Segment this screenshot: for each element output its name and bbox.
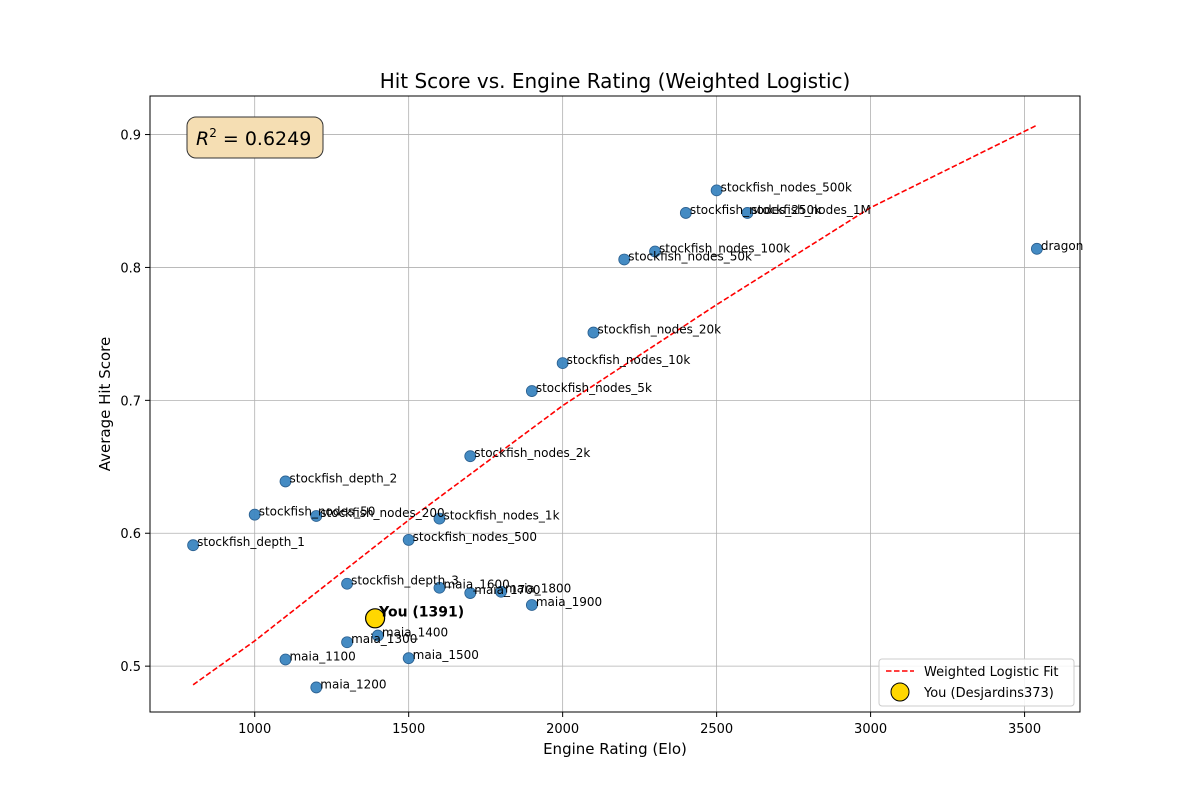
engine-point-label: stockfish_nodes_2k [474, 446, 590, 460]
engine-point-label: maia_1500 [413, 648, 479, 662]
you-point-label: You (1391) [378, 604, 464, 620]
r2-annotation-box [186, 116, 324, 159]
engine-point-label: stockfish_nodes_10k [567, 353, 691, 367]
engine-point [279, 653, 292, 666]
y-tick-label: 0.6 [120, 527, 141, 542]
y-tick-label: 0.9 [120, 129, 141, 144]
engine-point [187, 539, 200, 552]
engine-point-label: stockfish_depth_1 [197, 535, 305, 549]
y-tick-label: 0.8 [120, 261, 141, 276]
engine-point-label: dragon [1041, 239, 1083, 253]
legend-you-swatch [890, 682, 910, 702]
engine-point-label: maia_1400 [382, 626, 448, 640]
x-tick-label: 2000 [546, 722, 579, 737]
engine-point [464, 587, 477, 599]
engine-point-label: maia_1700 [474, 583, 540, 597]
chart-title: Hit Score vs. Engine Rating (Weighted Lo… [380, 69, 851, 93]
y-axis-label: Average Hit Score [96, 337, 114, 471]
engine-point-label: stockfish_nodes_500k [721, 180, 852, 194]
x-tick-label: 1500 [392, 722, 425, 737]
x-tick-label: 3000 [854, 722, 887, 737]
engine-point-label: maia_1600 [443, 578, 509, 592]
engine-point [310, 681, 323, 694]
engine-point [741, 207, 754, 219]
legend-fit-label: Weighted Logistic Fit [924, 665, 1059, 680]
engine-point [679, 207, 692, 219]
x-axis-label: Engine Rating (Elo) [543, 740, 687, 758]
engine-point [525, 385, 538, 397]
legend: Weighted Logistic Fit You (Desjardins373… [878, 658, 1075, 707]
engine-point [402, 652, 415, 665]
engine-point-label: maia_1800 [505, 582, 571, 596]
engine-point [649, 245, 661, 258]
legend-you-label: You (Desjardins373) [923, 686, 1054, 701]
engine-point-label: maia_1200 [320, 677, 386, 691]
engine-point-label: stockfish_nodes_200 [320, 506, 444, 520]
engine-point [495, 585, 507, 598]
engine-point [1030, 242, 1043, 255]
y-tick-label: 0.7 [120, 394, 141, 409]
engine-point-label: stockfish_nodes_5k [536, 381, 652, 395]
y-tick-label: 0.5 [120, 660, 141, 675]
engine-point [556, 357, 569, 370]
engine-point-label: stockfish_nodes_1M [751, 203, 870, 217]
engine-point [341, 636, 353, 649]
engine-point [402, 533, 415, 546]
engine-point-label: stockfish_nodes_20k [597, 323, 721, 337]
engine-point [618, 253, 631, 266]
engine-point-label: maia_1900 [536, 595, 602, 609]
x-tick-label: 3500 [1008, 722, 1041, 737]
engine-point-label: stockfish_nodes_50k [628, 249, 752, 263]
engine-point [248, 508, 261, 521]
engine-point-label: stockfish_nodes_1k [443, 509, 559, 523]
engine-point [587, 326, 600, 339]
engine-point-label: maia_1300 [351, 632, 417, 646]
engine-point [341, 577, 353, 590]
engine-point [464, 450, 477, 463]
you-point [365, 608, 386, 629]
engine-point-label: stockfish_nodes_500 [413, 530, 537, 544]
engine-point [525, 599, 538, 611]
engine-point [710, 184, 723, 197]
engine-point-label: stockfish_nodes_100k [659, 241, 790, 255]
x-tick-label: 2500 [700, 722, 733, 737]
legend-box [878, 658, 1075, 707]
fit-line [192, 124, 1038, 686]
r2-value: 0.6249 [245, 128, 311, 150]
engine-point [433, 581, 446, 594]
engine-point [279, 475, 292, 488]
engine-point-label: stockfish_depth_2 [289, 471, 397, 485]
engine-point-label: stockfish_nodes_250k [690, 203, 821, 217]
engine-point-label: stockfish_nodes_50 [259, 505, 376, 519]
x-tick-label: 1000 [238, 722, 271, 737]
engine-point [371, 629, 384, 642]
engine-point [310, 510, 323, 522]
engine-point [433, 512, 446, 525]
engine-point-label: stockfish_depth_3 [351, 574, 459, 588]
r2-annotation: R2 = 0.6249 [186, 116, 324, 159]
engine-point-label: maia_1100 [289, 650, 355, 664]
plot-frame [149, 95, 1081, 713]
svg-text:R2 = 0.6249: R2 = 0.6249 [196, 126, 311, 150]
